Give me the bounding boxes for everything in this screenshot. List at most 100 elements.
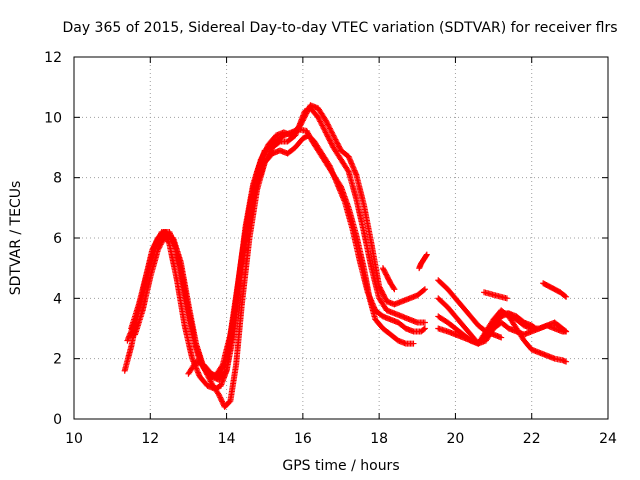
x-tick-label: 12	[141, 431, 159, 447]
data-point	[157, 241, 164, 248]
data-point	[264, 154, 271, 161]
data-point	[217, 395, 224, 402]
data-point	[293, 129, 300, 136]
data-point	[159, 238, 166, 245]
data-point	[332, 136, 339, 143]
data-point	[152, 241, 159, 248]
data-point	[301, 113, 308, 120]
data-point	[151, 244, 158, 251]
data-point	[326, 125, 333, 132]
data-point	[165, 238, 172, 245]
data-point	[325, 134, 332, 141]
data-point	[294, 128, 301, 135]
y-tick-label: 6	[53, 231, 62, 247]
data-point	[421, 325, 428, 332]
data-point	[315, 114, 322, 121]
data-point	[204, 372, 211, 379]
data-point	[334, 140, 341, 147]
data-point	[153, 239, 160, 246]
data-point	[324, 132, 331, 139]
data-point	[378, 287, 385, 294]
data-point	[154, 247, 161, 254]
data-point	[267, 147, 274, 154]
y-tick-label: 4	[53, 291, 62, 307]
data-point	[421, 319, 428, 326]
data-point	[326, 124, 333, 131]
data-point	[380, 292, 387, 299]
y-tick-label: 2	[53, 352, 62, 368]
data-point	[333, 137, 340, 144]
data-point	[324, 133, 331, 140]
data-point	[157, 231, 164, 238]
data-point	[275, 139, 282, 146]
data-point	[297, 122, 304, 129]
data-point	[328, 140, 335, 147]
data-point	[155, 234, 162, 241]
data-point	[217, 394, 224, 401]
data-point	[318, 121, 325, 128]
data-point	[261, 159, 268, 166]
data-point	[377, 286, 384, 293]
data-point	[206, 375, 213, 382]
data-point	[390, 285, 397, 292]
data-point	[299, 117, 306, 124]
data-point	[322, 129, 329, 136]
data-point	[331, 133, 338, 140]
data-point	[158, 240, 165, 247]
x-tick-label: 20	[447, 431, 465, 447]
data-point	[160, 236, 167, 243]
y-tick-label: 8	[53, 171, 62, 187]
data-point	[219, 398, 226, 405]
data-point	[503, 295, 510, 302]
data-point	[292, 131, 299, 138]
data-point	[296, 124, 303, 131]
data-point	[263, 155, 270, 162]
data-point	[333, 139, 340, 146]
data-point	[303, 110, 310, 117]
data-point	[420, 287, 427, 294]
data-point	[326, 137, 333, 144]
data-point	[322, 128, 329, 135]
data-point	[317, 118, 324, 125]
data-point	[295, 126, 302, 133]
y-axis-label: SDTVAR / TECUs	[8, 181, 24, 296]
data-point	[155, 245, 162, 252]
data-point	[299, 118, 306, 125]
data-point	[298, 120, 305, 127]
data-point	[379, 290, 386, 297]
data-point	[316, 117, 323, 124]
data-point	[323, 118, 330, 125]
data-point	[215, 391, 222, 398]
y-tick-label: 0	[53, 412, 62, 428]
x-axis-label: GPS time / hours	[282, 458, 399, 474]
data-point	[265, 151, 272, 158]
data-point	[324, 120, 331, 127]
data-point	[327, 126, 334, 133]
data-point	[204, 371, 211, 378]
data-point	[376, 283, 383, 290]
data-point	[563, 328, 570, 335]
data-point	[324, 121, 331, 128]
data-point	[410, 340, 417, 347]
x-tick-label: 10	[65, 431, 83, 447]
data-point	[330, 132, 337, 139]
data-point	[216, 393, 223, 400]
grid-lines	[74, 57, 608, 419]
data-point	[423, 252, 430, 259]
data-point	[326, 136, 333, 143]
data-point	[305, 106, 312, 113]
data-point	[304, 109, 311, 116]
y-tick-label: 10	[44, 110, 62, 126]
data-point	[328, 129, 335, 136]
data-point	[156, 244, 163, 251]
y-tick-label: 12	[44, 50, 62, 66]
data-point	[222, 368, 229, 375]
data-point	[267, 148, 274, 155]
data-point	[498, 334, 505, 341]
data-point	[382, 295, 389, 302]
data-point	[266, 149, 273, 156]
data-point	[563, 293, 570, 300]
x-tick-label: 18	[370, 431, 388, 447]
